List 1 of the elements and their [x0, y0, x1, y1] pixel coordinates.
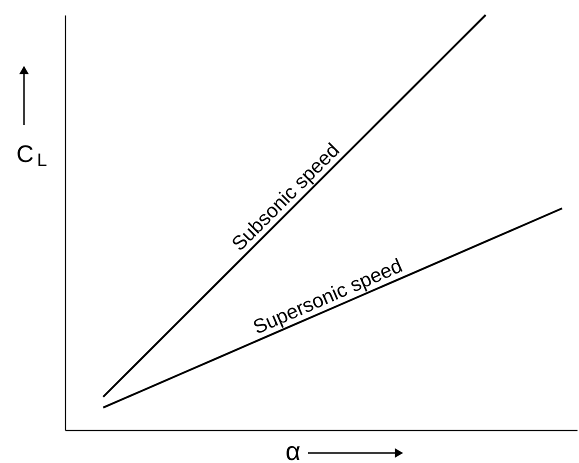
x-axis-title: α [285, 436, 301, 463]
